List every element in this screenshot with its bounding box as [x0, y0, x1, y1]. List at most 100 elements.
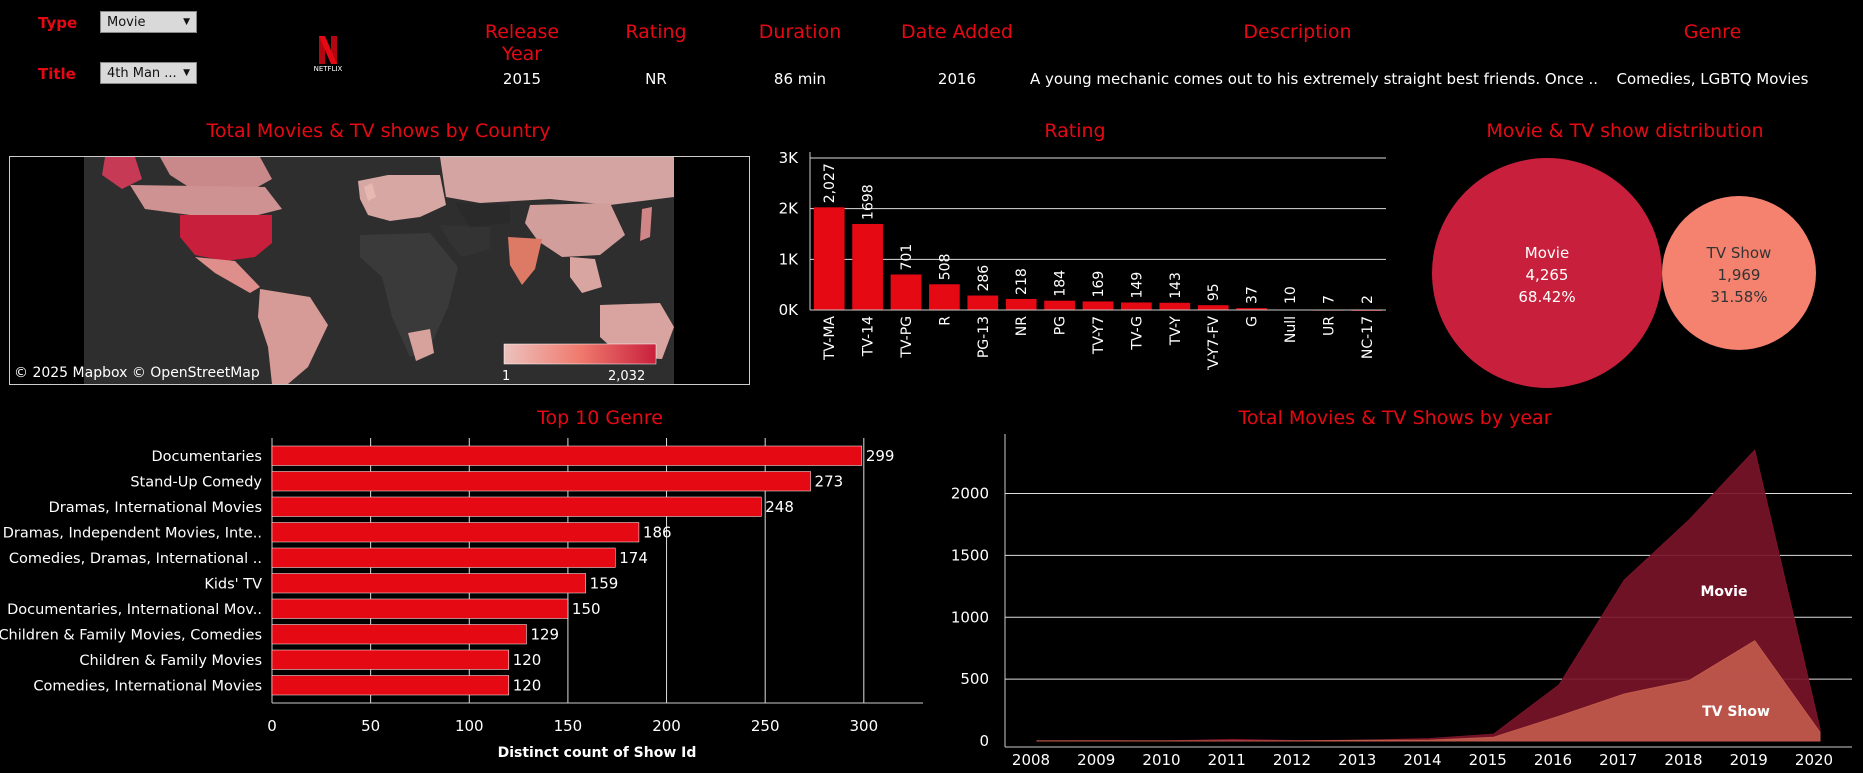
movie-bubble-count: 4,265 — [1525, 266, 1569, 284]
map-title: Total Movies & TV shows by Country — [206, 120, 551, 142]
genre-bar[interactable] — [271, 675, 509, 696]
year-x-tick: 2013 — [1338, 751, 1376, 769]
rating-y-tick: 2K — [779, 200, 800, 218]
rating-y-tick: 1K — [779, 250, 800, 268]
rating-category-label: TV-MA — [822, 316, 838, 361]
rating-value-label: 149 — [1129, 272, 1145, 299]
tvshow-bubble-pct: 31.58% — [1710, 288, 1768, 306]
tvshow-bubble-name: TV Show — [1706, 244, 1772, 262]
rating-category-label: TV-14 — [861, 316, 877, 357]
detail-value-4: A young mechanic comes out to his extrem… — [1030, 70, 1599, 88]
rating-category-label: UR — [1321, 316, 1337, 336]
title-filter-label: Title — [38, 65, 76, 83]
rating-value-label: 2 — [1360, 295, 1376, 304]
genre-x-axis-label: Distinct count of Show Id — [498, 745, 697, 761]
genre-bar[interactable] — [271, 496, 762, 517]
year-y-tick: 2000 — [951, 485, 989, 503]
tvshow-bubble-count: 1,969 — [1717, 266, 1761, 284]
rating-category-label: NR — [1014, 316, 1030, 336]
detail-value-1: NR — [645, 70, 667, 88]
rating-value-label: 701 — [899, 244, 915, 271]
detail-header-0: Release Year — [484, 21, 560, 65]
rating-bar[interactable] — [1121, 302, 1152, 310]
rating-category-label: PG — [1053, 316, 1069, 335]
rating-value-label: 37 — [1245, 286, 1261, 304]
rating-bar[interactable] — [1197, 305, 1229, 310]
genre-x-tick: 150 — [554, 717, 583, 735]
country-map[interactable]: © 2025 Mapbox © OpenStreetMap 1 2,032 — [9, 156, 750, 385]
genre-bar[interactable] — [271, 624, 527, 645]
genre-category-label: Kids' TV — [204, 576, 262, 592]
genre-bar[interactable] — [271, 445, 863, 466]
genre-category-label: Comedies, Dramas, International .. — [9, 551, 262, 567]
detail-header-1: Rating — [625, 21, 687, 43]
genre-bar[interactable] — [271, 598, 569, 619]
genre-value-label: 159 — [590, 574, 619, 592]
movie-bubble[interactable]: Movie 4,265 68.42% — [1432, 158, 1662, 388]
title-dropdown-value: 4th Man ... — [107, 65, 177, 81]
rating-value-label: 218 — [1014, 268, 1030, 295]
rating-bar[interactable] — [890, 274, 922, 310]
rating-bar[interactable] — [967, 295, 999, 310]
rating-bar-chart[interactable]: 0K 1K 2K 3K 2,027 TV-MA 1698 TV-14 701 TV-PG 508 R 2… — [760, 150, 1400, 370]
rating-category-label: G — [1245, 316, 1261, 327]
year-x-tick: 2019 — [1730, 751, 1768, 769]
logo-text: NETFLIX — [313, 65, 343, 73]
year-x-tick: 2018 — [1664, 751, 1702, 769]
rating-value-label: 169 — [1091, 271, 1107, 298]
year-y-tick: 500 — [960, 670, 989, 688]
detail-value-0: 2015 — [502, 70, 542, 88]
year-x-tick: 2020 — [1795, 751, 1833, 769]
genre-value-label: 120 — [513, 676, 542, 694]
title-dropdown[interactable]: 4th Man ... ▼ — [100, 62, 197, 84]
rating-value-label: 2,027 — [822, 163, 838, 203]
genre-bar[interactable] — [271, 522, 640, 543]
year-x-tick: 2010 — [1142, 751, 1180, 769]
year-y-tick: 0 — [979, 732, 989, 750]
genre-bar[interactable] — [271, 649, 509, 670]
rating-category-label: TV-G — [1129, 316, 1145, 351]
rating-bar[interactable] — [1082, 301, 1114, 310]
genre-category-label: Dramas, International Movies — [49, 500, 262, 516]
genre-value-label: 120 — [513, 651, 542, 669]
map-legend-max: 2,032 — [608, 369, 646, 384]
rating-bar[interactable] — [813, 207, 845, 310]
rating-bar[interactable] — [852, 223, 883, 310]
rating-value-label: 1698 — [861, 184, 877, 220]
year-y-tick: 1500 — [951, 546, 989, 564]
year-x-tick: 2016 — [1534, 751, 1572, 769]
rating-chart-title: Rating — [1044, 120, 1106, 142]
world-map — [84, 157, 674, 384]
rating-category-label: TV-Y — [1168, 316, 1184, 347]
map-legend-min: 1 — [502, 369, 511, 384]
year-x-tick: 2011 — [1208, 751, 1246, 769]
genre-x-tick: 50 — [361, 717, 380, 735]
type-dropdown-value: Movie — [107, 14, 146, 30]
type-dropdown[interactable]: Movie ▼ — [100, 11, 197, 33]
detail-header-4: Description — [1243, 21, 1352, 43]
genre-bar-chart[interactable]: 0 50 100 150 200 250 300 299 Documentaries 273 Sta… — [0, 434, 930, 764]
rating-value-label: 508 — [937, 254, 953, 281]
genre-value-label: 273 — [815, 472, 844, 490]
genre-category-label: Children & Family Movies — [79, 653, 262, 669]
rating-bar[interactable] — [1044, 300, 1075, 310]
rating-bar[interactable] — [929, 284, 960, 310]
map-legend-gradient — [503, 343, 657, 365]
genre-category-label: Comedies, International Movies — [33, 678, 262, 694]
genre-bar[interactable] — [271, 573, 586, 594]
year-area-chart[interactable]: 0 500 1000 1500 2000 Movie TV Show 2008 2009 2010… — [940, 434, 1863, 773]
rating-bar[interactable] — [1159, 302, 1191, 310]
rating-bar[interactable] — [1236, 308, 1267, 310]
rating-bar[interactable] — [1005, 298, 1037, 310]
detail-header-2: Duration — [758, 21, 842, 43]
rating-category-label: TV-PG — [899, 316, 915, 359]
genre-category-label: Documentaries, International Mov.. — [7, 602, 262, 618]
genre-x-tick: 100 — [455, 717, 484, 735]
genre-bar[interactable] — [271, 471, 811, 492]
tvshow-bubble[interactable]: TV Show 1,969 31.58% — [1662, 196, 1816, 350]
rating-y-tick: 0K — [779, 301, 800, 319]
rating-category-label: Null — [1283, 316, 1299, 343]
year-area-tvshow[interactable] — [1036, 640, 1821, 742]
genre-bar[interactable] — [271, 547, 616, 568]
genre-x-tick: 0 — [267, 717, 277, 735]
